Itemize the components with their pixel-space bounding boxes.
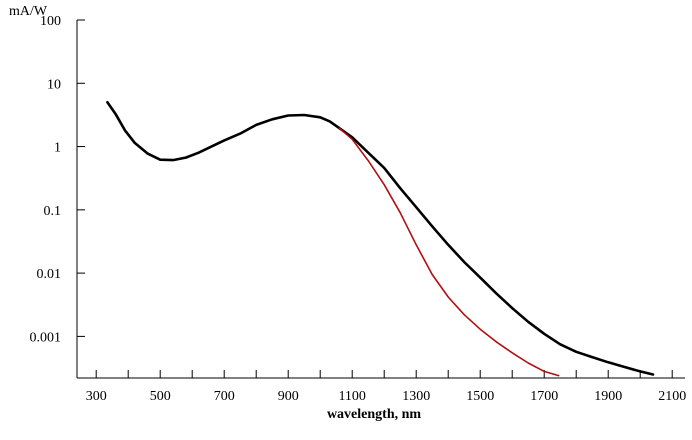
- x-tick-label: 500: [150, 389, 171, 404]
- x-tick-label: 2100: [658, 389, 686, 404]
- y-tick-label: 0.01: [37, 267, 62, 282]
- x-tick-label: 300: [86, 389, 107, 404]
- x-tick-label: 1900: [594, 389, 622, 404]
- x-tick-label: 900: [278, 389, 299, 404]
- y-axis-units-label: mA/W: [9, 4, 48, 19]
- x-tick-label: 700: [214, 389, 235, 404]
- series-line-red: [338, 127, 560, 377]
- x-axis-ticks: 300 500 700 900 1100 1300 1500 1700 1900 2100: [86, 370, 686, 404]
- series-line-black: [106, 101, 655, 376]
- y-tick-label: 1: [54, 141, 61, 156]
- x-tick-label: 1100: [338, 389, 365, 404]
- y-tick-label: 0.1: [44, 204, 62, 219]
- y-tick-label: 0.001: [30, 330, 62, 345]
- y-axis-ticks: 100 10 1 0.1 0.01 0.001: [30, 14, 85, 345]
- x-axis-title: wavelength, nm: [327, 407, 421, 422]
- x-tick-label: 1300: [402, 389, 430, 404]
- y-tick-label: 10: [47, 77, 61, 92]
- x-tick-label: 1700: [530, 389, 558, 404]
- series-lines: [106, 101, 655, 377]
- y-tick-label: 100: [40, 14, 61, 29]
- x-tick-label: 1500: [466, 389, 494, 404]
